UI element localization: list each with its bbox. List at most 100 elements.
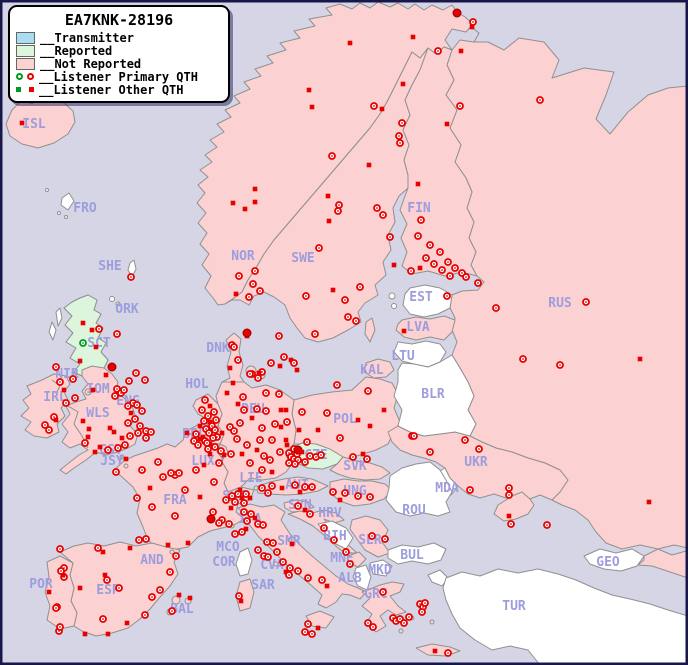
listener-marker: [197, 494, 203, 500]
country-lie: [253, 485, 259, 491]
listener-marker: [115, 584, 123, 592]
country-ukr: [387, 425, 569, 501]
listener-marker: [352, 317, 360, 325]
country-fro: [60, 192, 75, 211]
country-label-hol: HOL: [185, 377, 209, 392]
listener-marker: [262, 407, 270, 415]
listener-marker: [286, 564, 294, 572]
listener-marker: [45, 426, 53, 434]
listener-marker: [407, 267, 415, 275]
country-label-bul: BUL: [400, 548, 424, 563]
listener-marker: [260, 452, 268, 460]
listener-marker: [217, 447, 225, 455]
listener-marker: [438, 266, 446, 274]
listener-marker: [323, 409, 331, 417]
listener-marker: [124, 419, 132, 427]
listener-marker: [204, 445, 212, 453]
listener-marker: [138, 407, 146, 415]
listener-marker: [367, 423, 373, 429]
listener-marker: [256, 370, 262, 376]
listener-marker: [458, 48, 464, 54]
listener-marker: [368, 532, 376, 540]
listener-marker: [443, 292, 451, 300]
listener-marker: [168, 607, 176, 615]
legend-rows: __Transmitter __Reported __Not Reported __L…: [16, 30, 222, 97]
country-label-fra: FRA: [163, 493, 187, 508]
listener-marker: [198, 406, 206, 414]
listener-marker: [240, 499, 248, 507]
listener-marker: [230, 200, 236, 206]
listener-marker: [379, 106, 385, 112]
listener-marker: [215, 519, 223, 527]
listener-marker: [278, 407, 284, 413]
country-bul: [387, 542, 447, 565]
listener-marker: [228, 505, 234, 511]
listener-marker: [121, 441, 129, 449]
listener-marker: [142, 434, 150, 442]
listener-marker: [446, 272, 454, 280]
listener-marker: [240, 508, 248, 516]
listener-marker: [370, 102, 378, 110]
listener-marker: [341, 296, 349, 304]
country-blr: [393, 354, 477, 437]
listener-marker: [279, 558, 287, 566]
listener-marker: [69, 375, 77, 383]
country-label-bal: BAL: [170, 602, 194, 617]
country-label-rus: RUS: [548, 296, 572, 311]
country-sct: [63, 294, 109, 377]
legend-item: __Listener Primary QTH: [16, 69, 222, 84]
listener-marker: [410, 34, 416, 40]
listener-marker: [128, 410, 134, 416]
listener-marker: [119, 435, 125, 441]
listener-marker: [452, 8, 462, 18]
listener-marker: [215, 459, 223, 467]
listener-marker: [147, 428, 155, 436]
listener-marker: [148, 593, 156, 601]
legend-swatch: [16, 31, 35, 44]
country-label-sar: SAR: [251, 578, 275, 593]
legend-marker-icon: [16, 87, 21, 92]
listener-marker: [277, 363, 283, 369]
listener-marker: [422, 254, 430, 262]
country-ita: [237, 503, 367, 609]
border-nir: [51, 379, 61, 395]
listener-marker: [133, 494, 141, 502]
listener-marker: [317, 451, 325, 459]
listener-marker: [235, 592, 243, 600]
jan-mayen-island: [45, 188, 49, 192]
listener-marker: [379, 588, 387, 596]
listener-marker: [46, 589, 52, 595]
country-label-cva: CVA: [260, 558, 284, 573]
listener-marker: [238, 598, 244, 604]
listener-marker: [304, 620, 312, 628]
listener-marker: [366, 162, 372, 168]
legend-marker-icon: [29, 87, 34, 92]
listener-marker: [294, 567, 302, 575]
listener-marker: [283, 437, 289, 443]
listener-marker: [77, 358, 83, 364]
listener-marker: [276, 448, 284, 456]
legend-item: __Transmitter: [16, 30, 222, 45]
listener-marker: [637, 356, 643, 362]
listener-marker: [301, 458, 309, 466]
listener-marker: [240, 406, 248, 414]
listener-marker: [369, 623, 377, 631]
listener-marker: [432, 648, 438, 654]
listener-marker: [56, 378, 64, 386]
legend-item-label: __Listener Primary QTH: [39, 69, 198, 84]
country-label-ukr: UKR: [464, 455, 488, 470]
listener-marker: [90, 387, 96, 393]
country-label-blr: BLR: [421, 387, 445, 402]
listener-marker: [185, 540, 191, 546]
listener-marker: [148, 503, 156, 511]
listener-marker: [133, 401, 141, 409]
listener-marker: [100, 549, 106, 555]
listener-marker: [475, 445, 483, 453]
legend-item-label: __Listener Other QTH: [39, 82, 184, 97]
listener-marker: [355, 417, 361, 423]
legend-item-label: __Transmitter: [40, 30, 134, 45]
listener-marker: [320, 524, 328, 532]
listener-marker: [197, 436, 203, 442]
